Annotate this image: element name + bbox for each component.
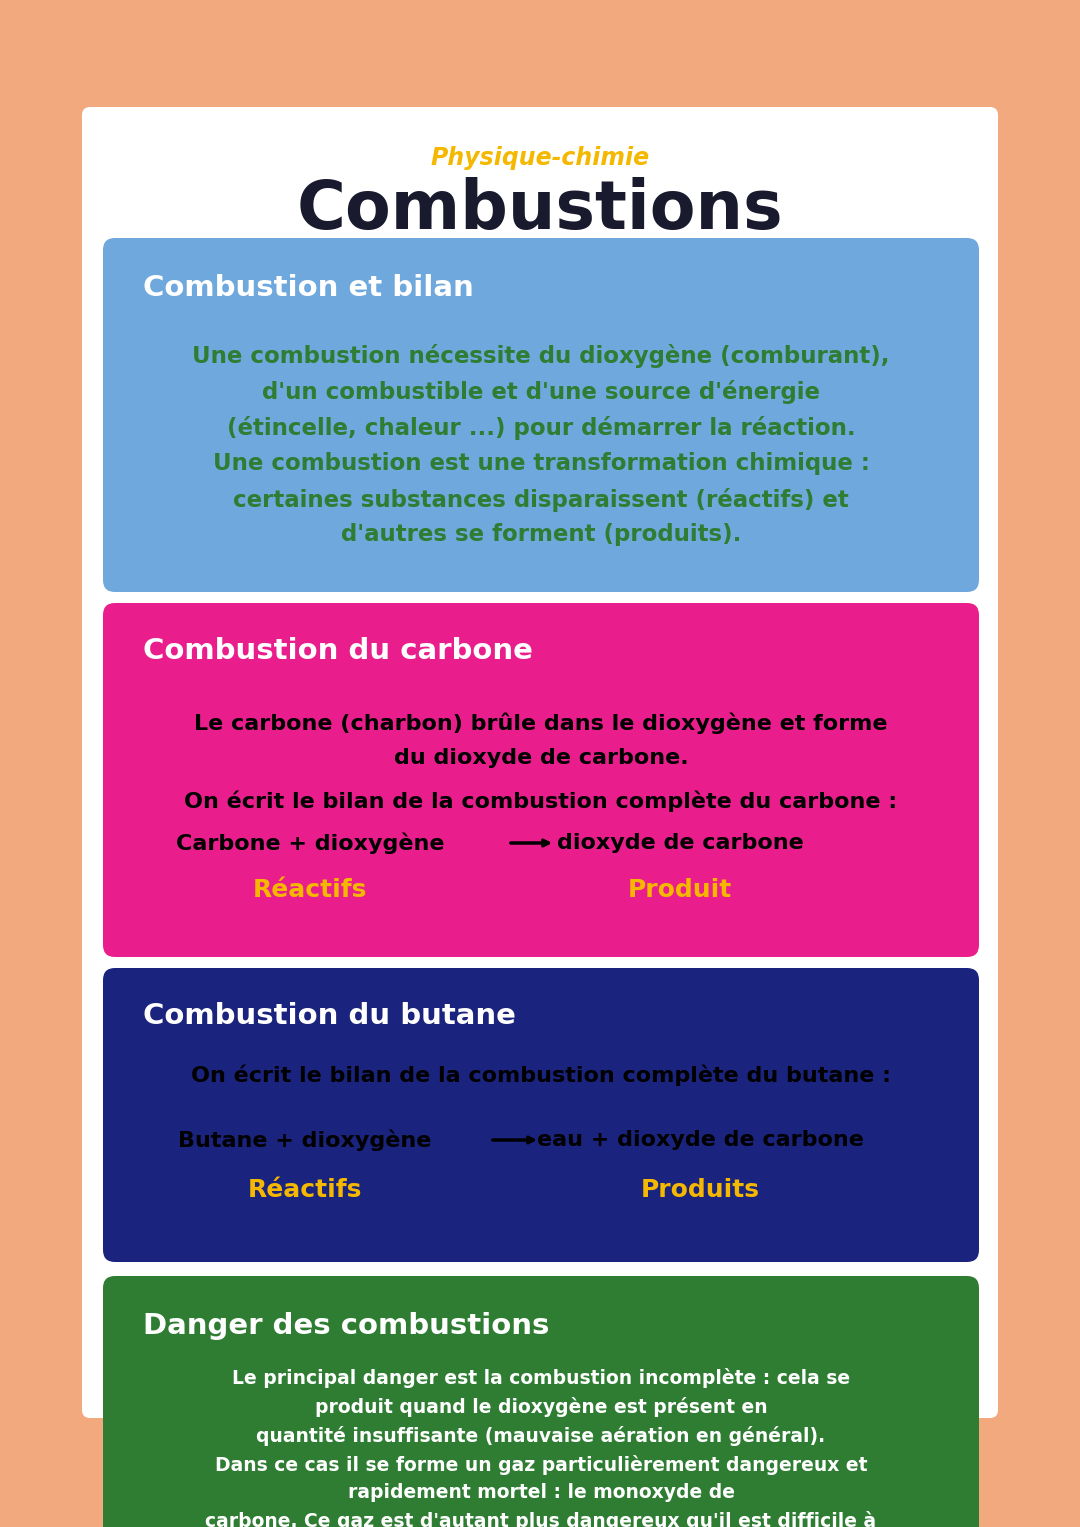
Text: dioxyde de carbone: dioxyde de carbone [556, 834, 804, 854]
FancyBboxPatch shape [103, 238, 978, 592]
Text: Danger des combustions: Danger des combustions [143, 1312, 550, 1341]
Text: Réactifs: Réactifs [253, 878, 367, 902]
Text: Combustions: Combustions [297, 177, 783, 243]
FancyBboxPatch shape [82, 107, 998, 1419]
Text: Butane + dioxygène: Butane + dioxygène [178, 1130, 432, 1151]
FancyBboxPatch shape [103, 968, 978, 1261]
Text: Physique-chimie: Physique-chimie [431, 147, 649, 169]
Text: On écrit le bilan de la combustion complète du butane :: On écrit le bilan de la combustion compl… [191, 1064, 891, 1086]
Text: Combustion du butane: Combustion du butane [143, 1002, 516, 1031]
Text: Le principal danger est la combustion incomplète : cela se
produit quand le diox: Le principal danger est la combustion in… [205, 1368, 877, 1527]
Text: Réactifs: Réactifs [247, 1177, 362, 1202]
Text: Une combustion nécessite du dioxygène (comburant),
d'un combustible et d'une sou: Une combustion nécessite du dioxygène (c… [192, 344, 890, 547]
Text: Carbone + dioxygène: Carbone + dioxygène [176, 832, 444, 854]
Text: eau + dioxyde de carbone: eau + dioxyde de carbone [537, 1130, 863, 1150]
Text: Combustion et bilan: Combustion et bilan [143, 273, 474, 302]
FancyBboxPatch shape [103, 603, 978, 957]
Text: Produits: Produits [640, 1177, 759, 1202]
Text: du dioxyde de carbone.: du dioxyde de carbone. [394, 748, 688, 768]
Text: Le carbone (charbon) brûle dans le dioxygène et forme: Le carbone (charbon) brûle dans le dioxy… [194, 712, 888, 734]
FancyBboxPatch shape [103, 1277, 978, 1527]
Text: On écrit le bilan de la combustion complète du carbone :: On écrit le bilan de la combustion compl… [185, 791, 897, 812]
Text: Combustion du carbone: Combustion du carbone [143, 637, 532, 664]
Text: Produit: Produit [627, 878, 732, 902]
